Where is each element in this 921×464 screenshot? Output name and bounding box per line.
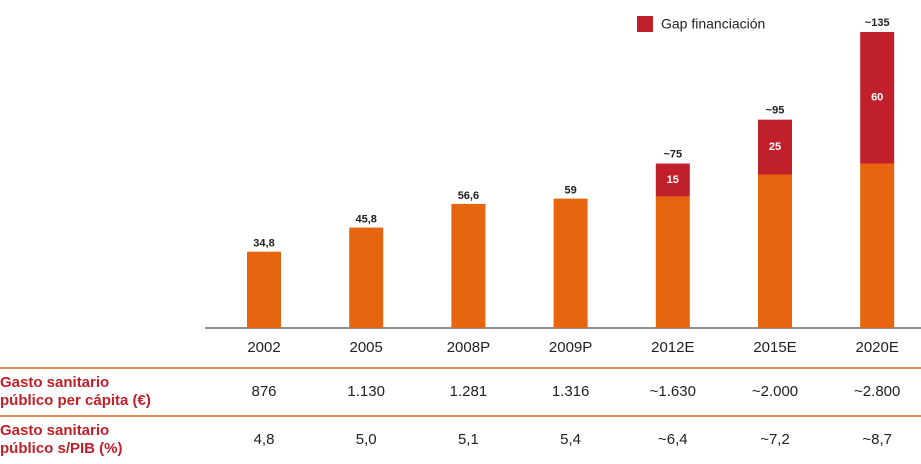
cell: ~7,2 [760,431,790,448]
x-tick-label: 2020E [856,339,899,356]
cell: 1.130 [347,383,385,400]
value-label: 60 [871,92,883,104]
row-label: Gasto sanitario [0,422,109,439]
value-label: 45,8 [355,213,376,225]
bar-segment [758,119,792,175]
cell: 876 [251,383,276,400]
bar-segment [451,203,486,328]
row-label: público per cápita (€) [0,392,151,409]
cell: 5,0 [356,431,377,448]
bar-segment [655,163,690,197]
total-label: ~135 [865,17,890,29]
cell: ~1.630 [650,383,696,400]
legend-swatch [637,16,653,32]
x-tick-label: 2015E [753,339,796,356]
bar-segment [349,227,384,328]
cell: ~2.000 [752,383,798,400]
cell: ~2.800 [854,383,900,400]
cell: 4,8 [254,431,275,448]
cell: ~8,7 [862,431,892,448]
bar-segment [553,198,588,328]
bar-segment [860,31,895,164]
legend-label: Gap financiación [661,16,765,32]
x-tick-label: 2002 [247,339,280,356]
row-label: público s/PIB (%) [0,440,123,457]
bar-segment [655,196,690,328]
bar-segment [247,251,281,328]
cell: 1.316 [552,383,590,400]
total-label: ~95 [766,105,785,117]
value-label: 59 [564,185,576,197]
x-tick-label: 2012E [651,339,694,356]
x-tick-label: 2008P [447,339,490,356]
total-label: ~75 [663,148,682,160]
bar-segment [758,174,792,328]
value-label: 25 [769,141,781,153]
value-label: 15 [667,174,679,186]
cell: ~6,4 [658,431,688,448]
cell: 5,1 [458,431,479,448]
cell: 1.281 [450,383,488,400]
cell: 5,4 [560,431,581,448]
bar-segment [860,163,895,328]
x-tick-label: 2005 [350,339,383,356]
value-label: 34,8 [253,238,274,250]
value-label: 56,6 [458,190,479,202]
x-tick-label: 2009P [549,339,592,356]
row-label: Gasto sanitario [0,374,109,391]
